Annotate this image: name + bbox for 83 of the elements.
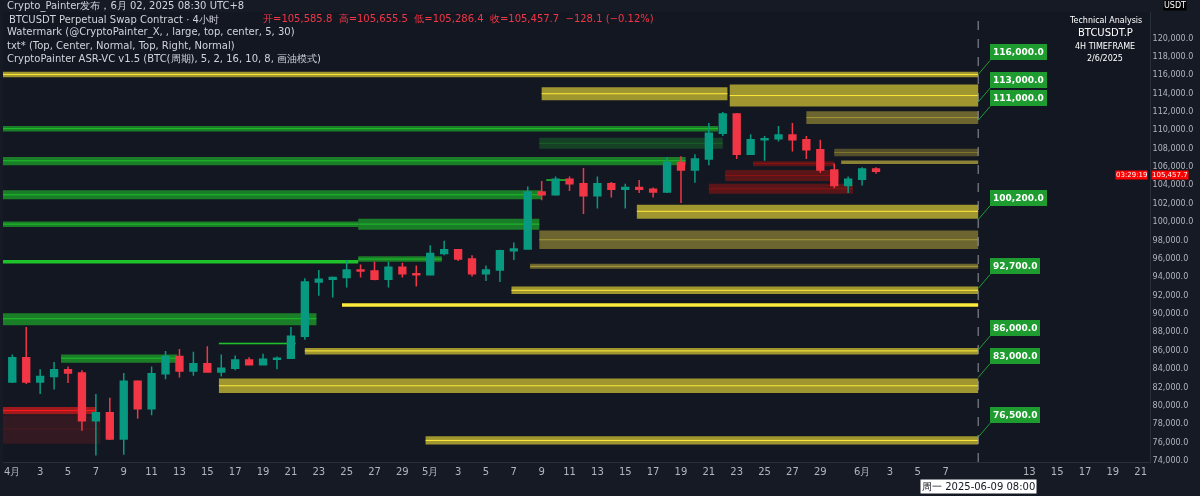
x-tick-label: 13 bbox=[591, 466, 604, 477]
annotation: 116,000.0 bbox=[993, 47, 1044, 57]
y-tick-label: 76,000.0 bbox=[1152, 437, 1189, 447]
annotation: 92,700.0 bbox=[993, 261, 1038, 271]
x-tick-label: 13 bbox=[173, 466, 186, 477]
x-tick-label: 7 bbox=[942, 466, 949, 477]
y-tick-label: 82,000.0 bbox=[1152, 382, 1189, 392]
annotation: 76,500.0 bbox=[993, 410, 1038, 420]
y-tick-label: 118,000.0 bbox=[1152, 51, 1194, 61]
annotation: Watermark (@CryptoPainter_X, , large, top, center, 5, 30) bbox=[7, 26, 295, 38]
x-tick-label: 21 bbox=[702, 466, 716, 477]
y-tick-label: 108,000.0 bbox=[1152, 143, 1194, 153]
x-tick-label: 25 bbox=[758, 466, 771, 477]
x-tick-label: 3 bbox=[886, 466, 894, 477]
x-tick-label: 23 bbox=[312, 466, 326, 477]
y-tick-label: 92,000.0 bbox=[1152, 290, 1189, 300]
annotation: Technical Analysis bbox=[1069, 16, 1143, 25]
x-tick-label: 23 bbox=[730, 466, 744, 477]
y-tick-label: 116,000.0 bbox=[1152, 70, 1194, 80]
y-tick-label: 98,000.0 bbox=[1152, 235, 1189, 245]
x-tick-label: 17 bbox=[1078, 466, 1092, 477]
x-tick-label: 19 bbox=[256, 466, 270, 477]
annotation: BTCUSDT.P bbox=[1078, 27, 1133, 38]
y-tick-label: 78,000.0 bbox=[1152, 419, 1189, 429]
y-tick-label: 96,000.0 bbox=[1152, 253, 1189, 263]
annotation: 83,000.0 bbox=[993, 351, 1038, 361]
annotation: txt* (Top, Center, Normal, Top, Right, Normal) bbox=[7, 40, 235, 51]
y-tick-label: 74,000.0 bbox=[1152, 455, 1189, 465]
y-tick-label: 112,000.0 bbox=[1152, 106, 1194, 116]
x-tick-label: 27 bbox=[368, 466, 381, 477]
y-tick-label: 94,000.0 bbox=[1152, 272, 1189, 282]
x-tick-label: 9 bbox=[120, 466, 127, 477]
y-tick-label: 88,000.0 bbox=[1152, 327, 1189, 337]
text: Crypto_Painter发布，6月 02, 2025 08:30 UTC+8 bbox=[7, 0, 245, 12]
y-tick-label: 102,000.0 bbox=[1152, 198, 1194, 208]
y-tick-label: 110,000.0 bbox=[1152, 125, 1194, 135]
x-tick-label: 3 bbox=[454, 466, 462, 477]
x-tick-label: 29 bbox=[813, 466, 827, 477]
text: USDT bbox=[1164, 1, 1187, 10]
x-tick-label: 21 bbox=[284, 466, 298, 477]
y-tick-label: 86,000.0 bbox=[1152, 345, 1189, 355]
annotation: 86,000.0 bbox=[993, 323, 1038, 333]
y-tick-label: 104,000.0 bbox=[1152, 180, 1194, 190]
x-tick-label: 15 bbox=[200, 466, 214, 477]
x-tick-label: 5 bbox=[64, 466, 72, 477]
y-tick-label: 80,000.0 bbox=[1152, 400, 1189, 410]
x-tick-label: 29 bbox=[395, 466, 409, 477]
annotation: 113,000.0 bbox=[993, 75, 1044, 85]
x-tick-label: 17 bbox=[228, 466, 242, 477]
y-tick-label: 114,000.0 bbox=[1152, 88, 1194, 98]
x-tick-label: 21 bbox=[1134, 466, 1148, 477]
x-tick-label: 19 bbox=[1106, 466, 1120, 477]
x-tick-label: 6月 bbox=[853, 466, 871, 477]
x-tick-label: 15 bbox=[1050, 466, 1064, 477]
annotation: 111,000.0 bbox=[993, 93, 1044, 103]
x-tick-label: 5月 bbox=[422, 466, 439, 477]
y-tick-label: 90,000.0 bbox=[1152, 309, 1189, 319]
y-tick-label: 100,000.0 bbox=[1152, 217, 1194, 227]
annotation: 2/6/2025 bbox=[1087, 54, 1123, 63]
annotation: 开=105,585.8 高=105,655.5 低=105,286.4 收=105,457.7 −128.1 (−0.12%) bbox=[263, 13, 654, 24]
y-tick-label: 84,000.0 bbox=[1152, 364, 1189, 374]
x-tick-label: 27 bbox=[786, 466, 799, 477]
y-tick-label: 120,000.0 bbox=[1152, 33, 1194, 43]
ref-line-label: 周一 2025-06-09 08:00 bbox=[922, 481, 1036, 492]
x-tick-label: 5 bbox=[482, 466, 490, 477]
chart-title: BTCUSDT Perpetual Swap Contract · 4小时 bbox=[9, 13, 219, 25]
x-tick-label: 13 bbox=[1022, 466, 1036, 477]
x-tick-label: 11 bbox=[145, 466, 158, 477]
annotation: 100,200.0 bbox=[993, 193, 1044, 203]
y-tick-label: 106,000.0 bbox=[1152, 162, 1194, 172]
x-tick-label: 15 bbox=[618, 466, 632, 477]
annotation: CryptoPainter ASR-VC v1.5 (BTC(周期), 5, 2, 16, 10, 8, 画油模式) bbox=[7, 53, 322, 64]
x-tick-label: 5 bbox=[914, 466, 921, 477]
x-tick-label: 4月 bbox=[4, 466, 21, 477]
x-tick-label: 9 bbox=[538, 466, 545, 477]
x-tick-label: 25 bbox=[340, 466, 354, 477]
x-tick-label: 3 bbox=[36, 466, 44, 477]
x-tick-label: 19 bbox=[674, 466, 688, 477]
annotation: 4H TIMEFRAME bbox=[1075, 42, 1136, 51]
x-tick-label: 7 bbox=[92, 466, 100, 477]
x-tick-label: 11 bbox=[563, 466, 576, 477]
x-tick-label: 7 bbox=[510, 466, 517, 477]
x-tick-label: 17 bbox=[646, 466, 660, 477]
